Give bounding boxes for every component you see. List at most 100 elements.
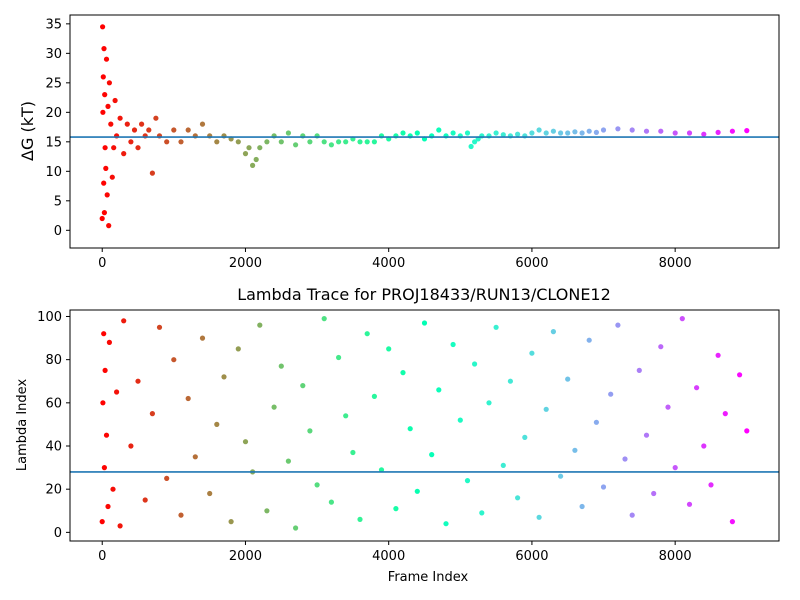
lambda-trace-point bbox=[199, 335, 206, 341]
delta-g-point bbox=[99, 215, 105, 222]
delta-g-point bbox=[321, 139, 327, 145]
lambda-trace-point bbox=[114, 389, 120, 395]
lambda-trace-point bbox=[307, 428, 313, 434]
lambda-trace-point bbox=[393, 506, 399, 512]
lambda-trace-point bbox=[314, 482, 320, 488]
lambda-trace-ytick-label: 20 bbox=[45, 483, 62, 498]
lambda-trace-point bbox=[414, 488, 420, 494]
lambda-trace-point bbox=[651, 490, 657, 497]
lambda-trace-point bbox=[486, 400, 492, 406]
lambda-trace-point bbox=[600, 484, 607, 490]
delta-g-panel: 0 2000 4000 6000 8000 0 5 10 15 20 25 30 35 ΔG (kT) bbox=[18, 14, 780, 271]
delta-g-points bbox=[70, 24, 779, 229]
delta-g-plot-frame bbox=[69, 14, 780, 249]
lambda-trace-point bbox=[357, 516, 363, 523]
delta-g-point bbox=[672, 130, 678, 136]
lambda-trace-point bbox=[121, 318, 127, 324]
lambda-trace-point bbox=[737, 372, 743, 378]
delta-g-point bbox=[364, 139, 370, 145]
delta-g-point bbox=[214, 139, 220, 145]
lambda-trace-point bbox=[729, 519, 736, 525]
lambda-trace-point bbox=[235, 346, 241, 352]
lambda-trace-point bbox=[493, 324, 499, 330]
lambda-trace-point bbox=[105, 503, 111, 510]
delta-g-ylabel: ΔG (kT) bbox=[18, 101, 37, 161]
delta-g-point bbox=[124, 121, 130, 127]
delta-g-point bbox=[436, 127, 442, 133]
delta-g-point bbox=[100, 109, 106, 115]
delta-g-point bbox=[121, 151, 127, 157]
lambda-trace-point bbox=[350, 449, 356, 456]
delta-g-point bbox=[264, 139, 270, 145]
lambda-trace-point bbox=[242, 439, 249, 445]
lambda-trace-point bbox=[117, 523, 123, 529]
delta-g-point bbox=[472, 139, 478, 145]
lambda-trace-point bbox=[593, 419, 600, 425]
lambda-trace-point bbox=[536, 514, 542, 520]
lambda-trace-point bbox=[106, 339, 112, 345]
delta-g-ytick-label: 35 bbox=[45, 17, 62, 32]
lambda-trace-point bbox=[550, 329, 557, 335]
delta-g-point bbox=[106, 80, 112, 86]
delta-g-point bbox=[715, 129, 721, 135]
lambda-trace-point bbox=[529, 350, 535, 356]
delta-g-point bbox=[615, 126, 621, 132]
lambda-trace-point bbox=[128, 443, 134, 449]
delta-g-point bbox=[744, 128, 750, 134]
delta-g-point bbox=[135, 145, 141, 151]
lambda-trace-point bbox=[586, 337, 592, 343]
lambda-trace-point bbox=[744, 428, 750, 434]
lambda-trace-point bbox=[271, 404, 277, 410]
lambda-trace-point bbox=[450, 341, 456, 348]
lambda-trace-point bbox=[378, 467, 385, 473]
lambda-trace-point bbox=[101, 331, 107, 337]
delta-g-point bbox=[105, 103, 111, 109]
delta-g-point bbox=[500, 132, 506, 138]
delta-g-point bbox=[106, 223, 112, 229]
lambda-trace-point bbox=[100, 400, 106, 406]
delta-g-xtick-label: 8000 bbox=[659, 256, 692, 271]
delta-g-point bbox=[185, 127, 191, 133]
lambda-trace-point bbox=[102, 367, 108, 373]
lambda-trace-point bbox=[328, 499, 334, 505]
lambda-trace-point bbox=[708, 482, 714, 488]
lambda-trace-ylabel: Lambda Index bbox=[15, 379, 30, 472]
delta-g-point bbox=[139, 121, 145, 127]
delta-g-point bbox=[529, 130, 535, 136]
lambda-trace-point bbox=[543, 406, 549, 412]
delta-g-point bbox=[131, 127, 138, 133]
lambda-trace-point bbox=[99, 519, 105, 525]
delta-g-point bbox=[450, 130, 456, 136]
delta-g-point bbox=[328, 142, 334, 148]
delta-g-point bbox=[117, 115, 123, 121]
lambda-trace-ytick-label: 40 bbox=[45, 440, 62, 455]
delta-g-point bbox=[558, 130, 564, 136]
lambda-trace-point bbox=[665, 404, 671, 410]
delta-g-ytick-label: 5 bbox=[54, 194, 62, 209]
delta-g-point bbox=[400, 130, 406, 136]
delta-g-ytick-label: 20 bbox=[45, 106, 62, 121]
lambda-trace-point bbox=[479, 510, 485, 516]
lambda-trace-point bbox=[293, 525, 299, 531]
delta-g-point bbox=[100, 74, 106, 80]
delta-g-point bbox=[468, 143, 474, 150]
lambda-trace-point bbox=[278, 363, 284, 369]
delta-g-point bbox=[293, 142, 299, 148]
delta-g-point bbox=[515, 131, 521, 137]
delta-g-point bbox=[242, 151, 249, 157]
delta-g-point bbox=[253, 156, 259, 163]
delta-g-point bbox=[111, 145, 117, 151]
lambda-trace-point bbox=[679, 316, 685, 322]
lambda-trace-point bbox=[156, 324, 163, 330]
delta-g-point bbox=[101, 210, 107, 216]
delta-g-point bbox=[246, 145, 252, 151]
lambda-trace-point bbox=[371, 393, 377, 399]
lambda-trace-xtick-label: 0 bbox=[98, 549, 106, 564]
lambda-trace-point bbox=[579, 503, 585, 510]
lambda-trace-point bbox=[103, 432, 110, 438]
lambda-trace-point bbox=[464, 478, 471, 484]
lambda-trace-point bbox=[515, 495, 521, 501]
lambda-trace-point bbox=[443, 521, 449, 527]
lambda-trace-point bbox=[264, 508, 270, 514]
